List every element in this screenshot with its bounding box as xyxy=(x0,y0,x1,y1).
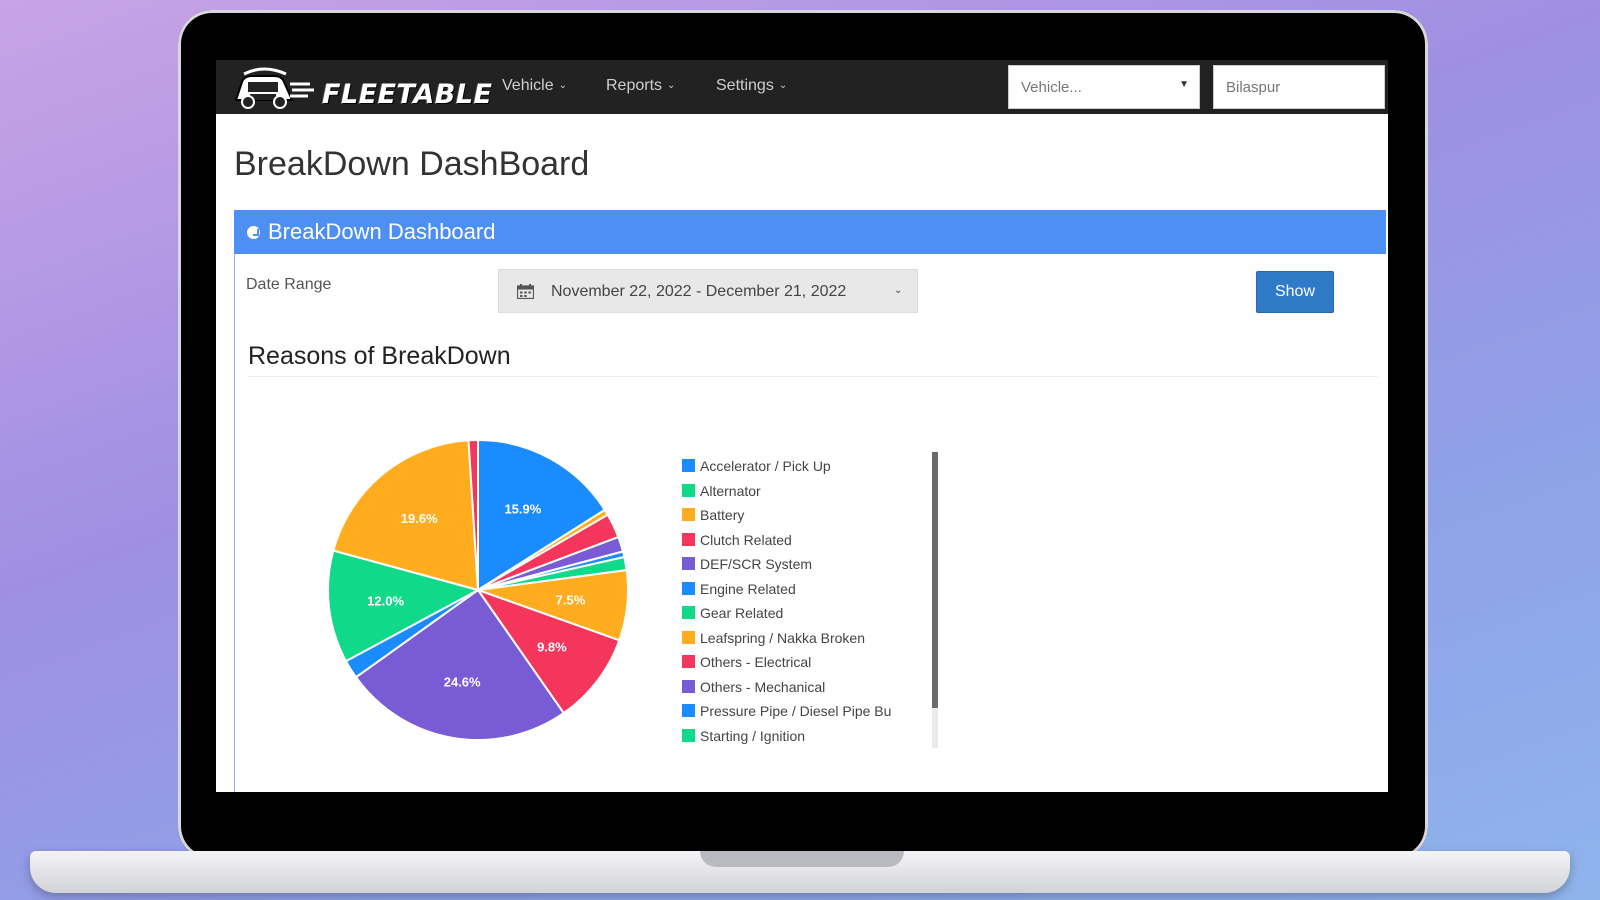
nav-reports[interactable]: Reports ⌄ xyxy=(606,77,675,95)
legend-swatch xyxy=(682,508,695,521)
pie-slice[interactable] xyxy=(332,439,480,592)
legend-label: Pressure Pipe / Diesel Pipe Bu xyxy=(700,703,892,719)
panel-body xyxy=(234,254,1387,792)
show-button[interactable]: Show xyxy=(1256,271,1334,313)
chevron-down-icon: ⌄ xyxy=(558,80,567,91)
legend-label: Clutch Related xyxy=(700,531,792,548)
legend-label: Engine Related xyxy=(700,580,796,597)
vehicle-select[interactable]: Vehicle... ▼ xyxy=(1008,65,1200,109)
panel-title: BreakDown Dashboard xyxy=(268,219,496,244)
check-circle-icon xyxy=(247,226,260,239)
legend-scrollbar-thumb[interactable] xyxy=(932,452,938,708)
legend-label: Leafspring / Nakka Broken xyxy=(700,629,865,646)
navbar: FLEETABLE Vehicle ⌄ Reports ⌄ Settings ⌄ Ve… xyxy=(216,60,1388,114)
legend-swatch xyxy=(682,557,695,570)
breakdown-pie-chart: 15.9% 7.5% 9.8% 24.6% 12.0% 19.6% xyxy=(327,438,629,741)
pie-slice-label: 7.5% xyxy=(556,593,586,608)
legend-swatch xyxy=(682,679,695,693)
legend-swatch xyxy=(682,532,695,546)
truck-logo-icon xyxy=(234,67,314,109)
pie-slice[interactable] xyxy=(467,438,479,591)
legend-label: Others - Electrical xyxy=(700,654,812,670)
legend-swatch xyxy=(682,630,695,644)
date-range-label: Date Range xyxy=(246,276,332,293)
chevron-down-icon: ⌄ xyxy=(778,80,788,91)
page-title: BreakDown DashBoard xyxy=(234,145,590,183)
pie-slice-label: 12.0% xyxy=(367,594,404,609)
app-screen: FLEETABLE Vehicle ⌄ Reports ⌄ Settings ⌄ Ve… xyxy=(216,60,1388,792)
chart-section-title: Reasons of BreakDown xyxy=(248,342,511,370)
date-range-picker[interactable]: November 22, 2022 - December 21, 2022 ⌄ xyxy=(498,269,918,313)
legend-swatch xyxy=(682,728,695,742)
legend-label: Battery xyxy=(700,507,745,523)
laptop-notch xyxy=(700,851,904,867)
legend-label: Starting / Ignition xyxy=(700,727,806,744)
nav-reports-label: Reports xyxy=(606,77,663,94)
pie-slice-label: 15.9% xyxy=(504,502,541,517)
legend-swatch xyxy=(682,459,695,472)
nav-settings[interactable]: Settings ⌄ xyxy=(716,77,787,95)
legend-item[interactable]: Accelerator / Pick Up xyxy=(682,456,932,476)
caret-down-icon: ▼ xyxy=(1179,79,1189,90)
pie-slice-label: 9.8% xyxy=(537,639,567,654)
legend-item[interactable]: Alternator xyxy=(682,481,932,501)
pie-slice[interactable] xyxy=(354,588,566,741)
pie-slice[interactable] xyxy=(475,588,621,715)
legend-item[interactable]: Starting / Ignition xyxy=(682,726,932,746)
legend-item[interactable]: Others - Electrical xyxy=(682,652,932,672)
logo-text: FLEETABLE xyxy=(322,79,493,110)
nav-settings-label: Settings xyxy=(716,77,774,94)
calendar-icon xyxy=(517,284,534,299)
legend-item[interactable]: Others - Mechanical xyxy=(682,677,932,697)
legend-label: Alternator xyxy=(700,482,761,499)
nav-vehicle-label: Vehicle xyxy=(502,77,554,94)
legend-swatch xyxy=(682,483,695,497)
legend-item[interactable]: Leafspring / Nakka Broken xyxy=(682,628,932,648)
legend-item[interactable]: Clutch Related xyxy=(682,530,932,550)
vehicle-select-value: Vehicle... xyxy=(1021,79,1082,96)
legend-item[interactable]: DEF/SCR System xyxy=(682,554,932,574)
legend-swatch xyxy=(682,655,695,668)
legend-item[interactable]: Gear Related xyxy=(682,603,932,623)
chevron-down-icon: ⌄ xyxy=(894,285,903,296)
pie-slice-label: 19.6% xyxy=(401,511,438,526)
legend-swatch xyxy=(682,581,695,595)
legend-item[interactable]: Engine Related xyxy=(682,579,932,599)
legend-item[interactable]: Pressure Pipe / Diesel Pipe Bu xyxy=(682,701,932,721)
nav-vehicle[interactable]: Vehicle ⌄ xyxy=(502,77,567,95)
chevron-down-icon: ⌄ xyxy=(667,80,676,91)
pie-slice[interactable] xyxy=(477,438,607,592)
pie-slice[interactable] xyxy=(327,549,481,663)
legend-swatch xyxy=(682,606,695,619)
legend-label: Others - Mechanical xyxy=(700,678,826,695)
legend-swatch xyxy=(682,704,695,717)
date-range-value: November 22, 2022 - December 21, 2022 xyxy=(551,283,847,300)
legend-label: DEF/SCR System xyxy=(700,556,813,572)
legend-label: Gear Related xyxy=(700,605,784,621)
section-divider xyxy=(248,376,1378,377)
legend-label: Accelerator / Pick Up xyxy=(700,458,831,474)
location-input[interactable] xyxy=(1213,65,1385,109)
panel-header[interactable]: BreakDown Dashboard xyxy=(234,210,1386,254)
pie-slice-label: 24.6% xyxy=(444,675,481,690)
legend-item[interactable]: Battery xyxy=(682,505,932,525)
logo[interactable]: FLEETABLE xyxy=(230,64,492,110)
